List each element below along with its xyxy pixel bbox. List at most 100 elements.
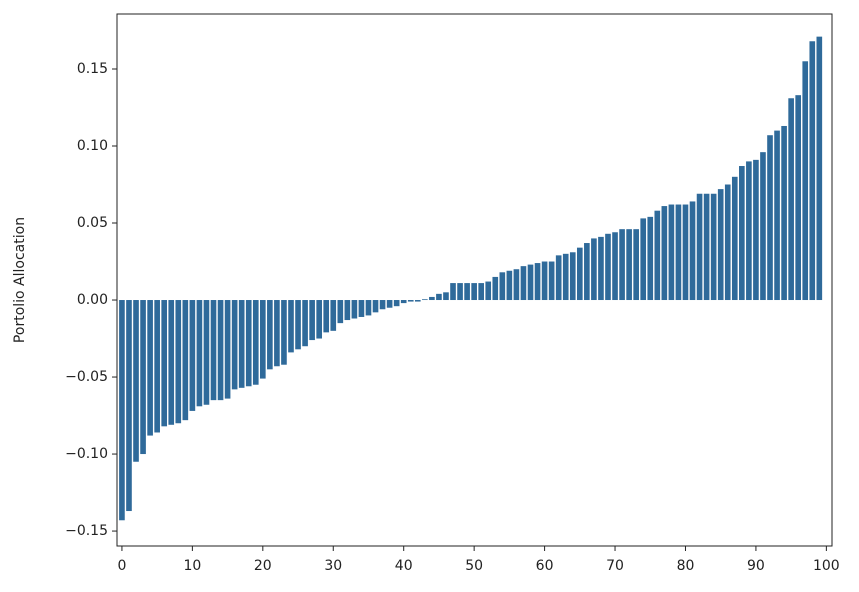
bar — [245, 300, 252, 387]
bar — [471, 283, 477, 301]
bar — [562, 253, 569, 301]
y-tick-label: −0.15 — [65, 523, 108, 539]
bar — [358, 300, 365, 317]
bar — [802, 61, 809, 301]
bar — [217, 300, 224, 401]
bar — [203, 300, 210, 405]
bar — [541, 261, 548, 301]
y-tick-label: 0.05 — [77, 215, 108, 231]
bar — [478, 283, 485, 301]
bar — [739, 166, 745, 301]
bar — [309, 300, 315, 341]
bar — [140, 300, 146, 455]
bar — [337, 300, 344, 324]
bar — [520, 266, 527, 301]
bar — [119, 300, 125, 521]
bar — [224, 300, 231, 399]
bar — [161, 300, 168, 427]
bar — [288, 300, 294, 353]
bar — [499, 272, 506, 301]
bar — [591, 238, 597, 301]
bar — [372, 300, 379, 313]
bar — [703, 193, 710, 301]
bar — [598, 236, 604, 301]
bar — [654, 210, 661, 301]
bar — [569, 252, 576, 301]
bar — [182, 300, 189, 421]
bar — [168, 300, 175, 425]
bar — [781, 125, 787, 301]
bar — [429, 296, 435, 301]
bar — [344, 300, 351, 321]
bar — [605, 233, 611, 301]
bar — [788, 98, 794, 301]
y-tick-label: 0.15 — [77, 61, 108, 77]
bar — [436, 293, 442, 301]
bar — [760, 152, 766, 301]
bar — [809, 41, 816, 301]
bar — [534, 263, 541, 301]
bar — [323, 300, 330, 333]
x-tick-label: 10 — [183, 558, 201, 574]
y-tick-label: −0.10 — [65, 446, 108, 462]
bar — [231, 300, 238, 390]
bar — [612, 232, 618, 301]
bar — [696, 193, 703, 301]
bar — [767, 135, 773, 301]
plot-frame — [116, 13, 833, 547]
bar — [724, 184, 731, 301]
bar — [414, 300, 421, 302]
bar — [238, 300, 245, 388]
bar — [175, 300, 182, 424]
bar — [675, 204, 682, 301]
x-tick-label: 90 — [747, 558, 765, 574]
y-tick-label: 0.10 — [77, 138, 108, 154]
bar — [295, 300, 301, 350]
bar — [682, 204, 689, 301]
bar — [330, 300, 337, 331]
bar — [450, 283, 456, 301]
bar — [746, 161, 752, 301]
bar — [506, 270, 513, 301]
bar — [795, 95, 802, 301]
bar — [316, 300, 322, 339]
y-tick-label: −0.05 — [65, 369, 108, 385]
bar — [281, 300, 287, 365]
bar — [626, 229, 632, 301]
bar — [351, 300, 358, 319]
y-tick-label: 0.00 — [77, 292, 108, 308]
bar — [717, 189, 724, 301]
bar — [274, 300, 280, 367]
bar — [400, 300, 407, 304]
bar — [753, 159, 759, 301]
bar — [196, 300, 203, 407]
bar — [379, 300, 386, 310]
bar — [774, 130, 780, 301]
x-tick-label: 60 — [536, 558, 554, 574]
bar — [302, 300, 308, 347]
bar — [492, 276, 499, 301]
bar — [555, 255, 562, 301]
bar — [548, 261, 555, 301]
bar — [126, 300, 132, 512]
bar — [464, 283, 470, 301]
bar — [386, 300, 393, 308]
bar — [210, 300, 217, 401]
bar — [689, 201, 696, 301]
bar — [154, 300, 160, 433]
bar — [133, 300, 139, 462]
bar — [443, 292, 449, 301]
bar — [485, 281, 492, 301]
bar — [633, 229, 639, 301]
x-tick-label: 80 — [677, 558, 695, 574]
bar — [267, 300, 273, 370]
bar — [189, 300, 196, 411]
bar — [407, 300, 414, 302]
bar — [422, 299, 428, 301]
bar — [816, 36, 823, 301]
bar — [668, 204, 675, 301]
x-tick-label: 0 — [117, 558, 126, 574]
bar — [527, 264, 534, 301]
x-tick-label: 50 — [465, 558, 483, 574]
